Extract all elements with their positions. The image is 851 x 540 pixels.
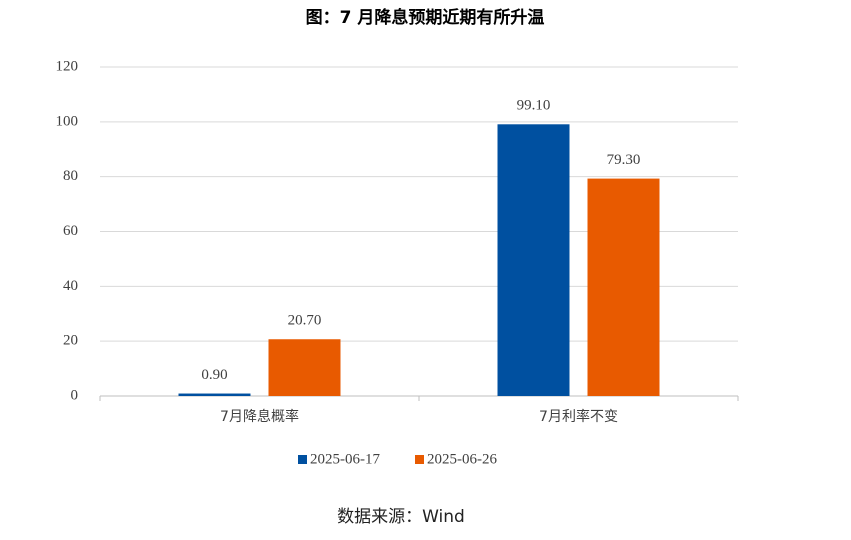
chart-title: 图：7 月降息预期近期有所升温 [306, 7, 545, 28]
bar [268, 339, 341, 396]
y-tick-label: 20 [63, 333, 78, 349]
legend-swatch [415, 455, 424, 464]
y-tick-label: 0 [71, 387, 79, 403]
x-tick-label: 7月利率不变 [539, 408, 618, 425]
y-tick-label: 60 [63, 223, 78, 239]
y-tick-label: 80 [63, 168, 78, 184]
x-tick-label: 7月降息概率 [220, 408, 299, 425]
bar [587, 178, 660, 396]
value-label: 99.10 [517, 98, 551, 114]
legend-label: 2025-06-17 [310, 451, 380, 467]
value-label: 20.70 [288, 313, 322, 329]
value-label: 79.30 [607, 152, 641, 168]
source-note: 数据来源：Wind [337, 507, 465, 527]
legend-label: 2025-06-26 [427, 451, 497, 467]
legend-swatch [298, 455, 307, 464]
y-tick-label: 120 [56, 58, 79, 74]
bar [178, 393, 251, 396]
y-tick-label: 40 [63, 278, 78, 294]
y-tick-label: 100 [56, 113, 79, 129]
bar [497, 124, 570, 396]
value-label: 0.90 [201, 367, 227, 383]
